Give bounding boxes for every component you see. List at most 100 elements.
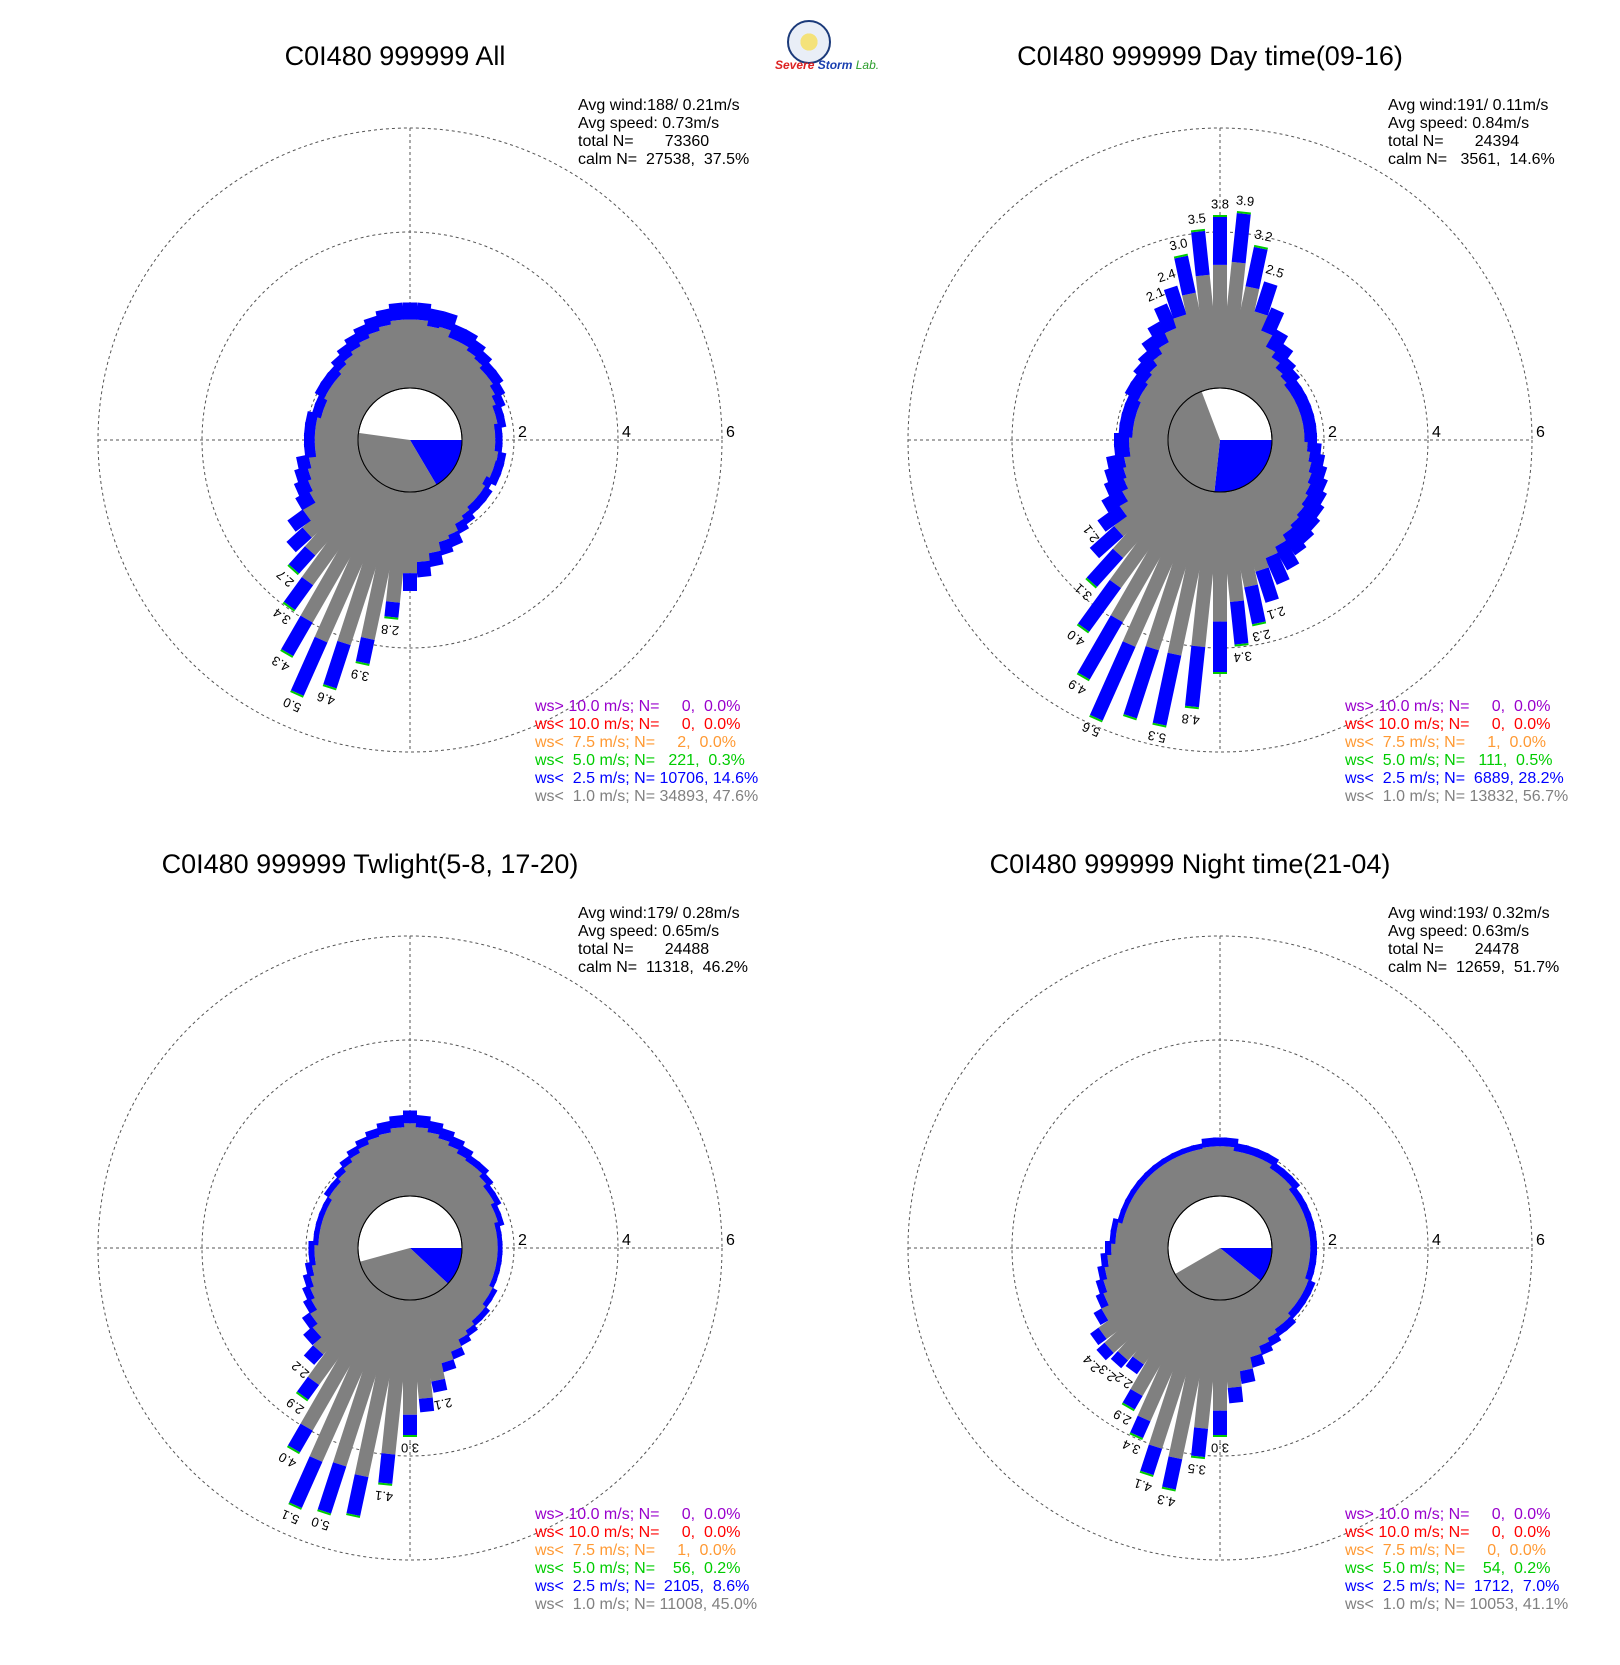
university-seal-icon	[787, 20, 831, 64]
direction-bar	[408, 1114, 431, 1198]
bar-blue-segment	[1163, 285, 1187, 319]
bar-blue-segment	[489, 380, 506, 398]
ring-label: 2	[518, 1232, 527, 1249]
bar-value-label: 3.4	[1233, 648, 1253, 665]
bar-blue-segment	[1093, 1308, 1109, 1326]
bar-gray-segment	[1261, 459, 1311, 497]
bar-blue-segment	[1123, 646, 1159, 719]
direction-bar	[1125, 1285, 1196, 1375]
stats-line: total N= 24488	[578, 941, 709, 958]
direction-bar	[1121, 1289, 1201, 1412]
bar-value-label: 3.2	[1253, 226, 1274, 244]
bar-blue-segment	[486, 369, 504, 387]
bar-blue-segment	[1130, 1415, 1151, 1439]
bar-blue-segment	[1095, 1278, 1108, 1295]
legend-entry: ws< 10.0 m/s; N= 0, 0.0%	[534, 1524, 740, 1541]
bar-blue-segment	[1231, 213, 1251, 264]
direction-bar	[389, 1114, 412, 1198]
bar-value-label: 2.9	[1111, 1406, 1134, 1428]
legend-entry: ws< 7.5 m/s; N= 1, 0.0%	[1344, 734, 1546, 751]
calm-circle-outline	[1167, 387, 1273, 493]
bar-blue-segment	[1275, 356, 1297, 378]
bar-green-segment	[1252, 621, 1267, 627]
direction-bar	[355, 489, 407, 666]
legend-entry: ws< 10.0 m/s; N= 0, 0.0%	[534, 716, 740, 733]
bar-blue-segment	[1255, 567, 1279, 603]
bar-value-label: 3.9	[350, 666, 371, 684]
bar-blue-segment	[375, 308, 393, 328]
ring-label: 6	[726, 424, 735, 441]
stats-line: total N= 24394	[1388, 133, 1519, 150]
direction-bar	[1190, 228, 1222, 390]
bar-blue-segment	[427, 550, 444, 568]
legend-entry: ws< 1.0 m/s; N= 34893, 47.6%	[534, 788, 758, 805]
calm-pie-gray	[358, 432, 437, 492]
bar-gray-segment	[337, 487, 401, 646]
ring-label: 4	[622, 424, 631, 441]
bar-gray-segment	[429, 341, 471, 399]
bar-blue-segment	[415, 560, 432, 578]
direction-bar	[1261, 459, 1327, 506]
bar-blue-segment	[418, 1397, 435, 1413]
bar-blue-segment	[1141, 335, 1165, 361]
bar-value-label: 4.3	[1156, 1492, 1177, 1510]
stats-line: Avg speed: 0.65m/s	[578, 923, 719, 940]
bar-gray-segment	[313, 1281, 381, 1355]
panel-title: C0I480 999999 Night time(21-04)	[990, 849, 1391, 879]
bar-gray-segment	[300, 481, 391, 623]
bar-gray-segment	[307, 1285, 386, 1385]
bar-blue-segment	[1201, 1137, 1217, 1148]
bar-blue-segment	[1265, 552, 1290, 585]
bar-blue-segment	[283, 576, 314, 610]
bar-gray-segment	[1168, 1297, 1217, 1460]
bar-gray-segment	[1244, 357, 1283, 403]
calm-pie-gray	[1168, 391, 1220, 492]
panel-title: C0I480 999999 Twlight(5-8, 17-20)	[162, 849, 579, 879]
legend-entry: ws< 10.0 m/s; N= 0, 0.0%	[1344, 716, 1550, 733]
bar-gray-segment	[1223, 286, 1260, 391]
calm-circle-outline	[357, 1195, 463, 1301]
bar-green-segment	[1236, 211, 1251, 215]
bar-blue-segment	[1191, 1427, 1209, 1458]
bar-gray-segment	[1122, 484, 1206, 647]
stats-line: Avg speed: 0.63m/s	[1388, 923, 1529, 940]
bar-green-segment	[280, 649, 294, 658]
bar-gray-segment	[1234, 330, 1274, 396]
bar-value-label: 4.6	[315, 689, 337, 709]
bar-gray-segment	[1239, 1159, 1276, 1207]
bar-blue-segment	[1133, 360, 1155, 383]
legend-entry: ws< 1.0 m/s; N= 11008, 45.0%	[534, 1596, 757, 1613]
bar-gray-segment	[390, 319, 412, 390]
stats-line: Avg wind:191/ 0.11m/s	[1388, 97, 1548, 114]
bar-gray-segment	[419, 1138, 452, 1201]
bar-blue-segment	[355, 637, 375, 664]
bar-blue-segment	[1125, 1356, 1144, 1375]
bar-blue-segment	[1213, 621, 1227, 672]
logo-text: Severe Storm Lab.	[775, 58, 879, 72]
bar-blue-segment	[1271, 342, 1294, 366]
bar-value-label: 4.0	[276, 1449, 299, 1471]
bar-blue-segment	[363, 315, 382, 335]
bar-gray-segment	[1194, 1298, 1222, 1429]
legend-entry: ws< 1.0 m/s; N= 13832, 56.7%	[1344, 788, 1568, 805]
bar-gray-segment	[1202, 1146, 1222, 1198]
ring-label: 6	[1536, 424, 1545, 441]
ring-label: 4	[1432, 1232, 1441, 1249]
bar-blue-segment	[1254, 281, 1278, 316]
bar-green-segment	[322, 684, 337, 691]
legend-entry: ws> 10.0 m/s; N= 0, 0.0%	[1344, 1506, 1550, 1523]
bar-gray-segment	[1137, 388, 1179, 421]
bar-blue-segment	[1174, 255, 1196, 296]
bar-blue-segment	[403, 1414, 417, 1435]
bar-blue-segment	[427, 308, 445, 329]
legend-entry: ws< 2.5 m/s; N= 2105, 8.6%	[534, 1578, 749, 1595]
bar-blue-segment	[1244, 584, 1266, 625]
bar-green-segment	[1121, 1402, 1135, 1412]
bar-blue-segment	[1229, 600, 1249, 645]
direction-bar	[295, 1285, 386, 1402]
bar-blue-segment	[1213, 1410, 1227, 1435]
direction-bar	[317, 1295, 401, 1516]
ring-label: 4	[622, 1232, 631, 1249]
direction-bar	[1234, 307, 1285, 396]
